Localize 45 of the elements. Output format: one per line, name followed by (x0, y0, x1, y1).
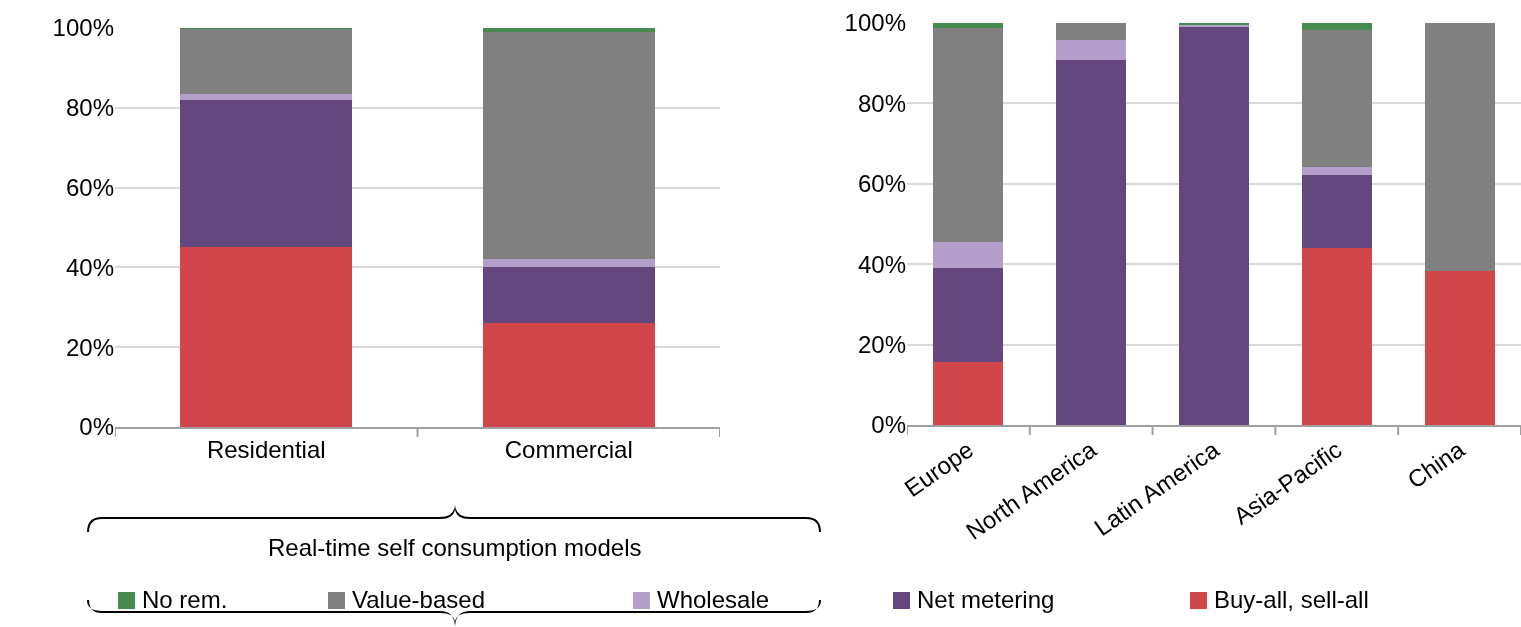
bar (482, 267, 655, 324)
bar (180, 99, 353, 248)
y-tick-label: 40% (65, 253, 114, 281)
bar (1424, 23, 1495, 271)
bar (1301, 23, 1372, 31)
bar (1424, 270, 1495, 425)
y-tick-label: 60% (65, 174, 114, 201)
legend-label: Wholesale (657, 586, 770, 614)
legend-label: No rem. (142, 586, 228, 614)
text: Real-time self consumption models (268, 534, 642, 561)
legend-label: Buy-all, sell-all (1214, 586, 1369, 614)
x-tick-label: Commercial (504, 435, 633, 463)
bar (180, 29, 353, 95)
bar (1301, 166, 1372, 175)
y-tick-label: 20% (65, 333, 114, 361)
bar (180, 247, 353, 427)
bar (933, 23, 1004, 29)
bar (933, 241, 1004, 268)
bar (1301, 174, 1372, 248)
y-tick-label: 100% (52, 14, 114, 42)
bar (1179, 27, 1249, 425)
bar (1056, 59, 1127, 425)
bar (1056, 39, 1127, 60)
bar (482, 31, 655, 260)
bar (933, 362, 1004, 425)
bar (482, 28, 655, 32)
bar (180, 94, 353, 100)
y-tick-label: 60% (857, 170, 906, 198)
y-tick-label: 80% (65, 94, 114, 122)
bar (482, 323, 655, 427)
y-tick-label: 80% (857, 89, 906, 117)
bar (1301, 30, 1372, 167)
x-tick-label: Residential (206, 435, 326, 463)
y-tick-label: 100% (844, 9, 906, 37)
bar (1056, 23, 1127, 40)
y-tick-label: 20% (857, 331, 906, 358)
y-tick-label: 0% (79, 413, 114, 441)
legend-label: Net metering (917, 586, 1055, 614)
y-tick-label: 0% (871, 411, 906, 439)
bar (933, 267, 1004, 363)
bar (933, 28, 1004, 242)
bar (1301, 247, 1372, 425)
y-tick-label: 40% (857, 250, 906, 278)
bar (482, 259, 655, 268)
legend-label: Value-based (352, 586, 485, 614)
